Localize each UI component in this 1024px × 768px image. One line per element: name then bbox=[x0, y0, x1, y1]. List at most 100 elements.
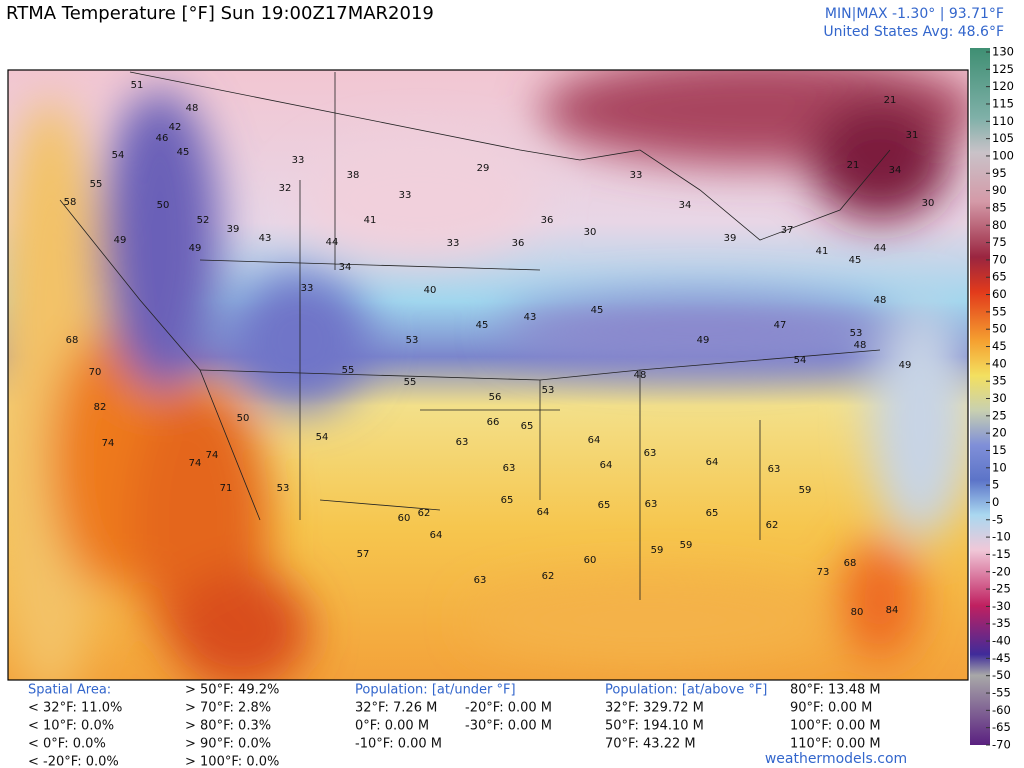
station-temp: 64 bbox=[537, 507, 550, 518]
stat-title: Spatial Area: bbox=[28, 683, 111, 698]
colorbar-label: 110 bbox=[992, 114, 1014, 128]
colorbar-label: 35 bbox=[992, 374, 1007, 388]
stat-line: < -20°F: 0.0% bbox=[28, 755, 119, 768]
station-temp: 33 bbox=[630, 170, 643, 181]
station-temp: 74 bbox=[206, 450, 219, 461]
station-temp: 65 bbox=[598, 500, 611, 511]
station-temp: 63 bbox=[503, 463, 516, 474]
station-temp: 49 bbox=[899, 360, 912, 371]
station-temp: 53 bbox=[850, 328, 863, 339]
station-temp: 55 bbox=[404, 377, 417, 388]
station-temp: 49 bbox=[697, 335, 710, 346]
station-temp: 39 bbox=[227, 224, 240, 235]
colorbar-label: -40 bbox=[992, 634, 1011, 648]
stat-title: Population: [at/above °F] bbox=[605, 683, 767, 698]
station-temp: 40 bbox=[424, 285, 437, 296]
station-temp: 47 bbox=[774, 320, 787, 331]
station-temp: 66 bbox=[487, 417, 500, 428]
stat-line: 0°F: 0.00 M bbox=[355, 719, 429, 734]
colorbar-label: 85 bbox=[992, 200, 1007, 214]
station-temp: 68 bbox=[844, 558, 857, 569]
colorbar-label: 65 bbox=[992, 270, 1007, 284]
station-temp: 37 bbox=[781, 225, 794, 236]
station-temp: 59 bbox=[680, 540, 693, 551]
station-temp: 34 bbox=[679, 200, 692, 211]
station-temp: 63 bbox=[456, 437, 469, 448]
station-temp: 73 bbox=[817, 567, 830, 578]
min-max: MIN|MAX -1.30° | 93.71°F bbox=[825, 6, 1004, 22]
colorbar-label: 80 bbox=[992, 218, 1007, 232]
station-temp: 48 bbox=[634, 370, 647, 381]
station-temp: 54 bbox=[316, 432, 329, 443]
map-frame bbox=[7, 69, 969, 681]
station-temp: 29 bbox=[477, 163, 490, 174]
station-temp: 55 bbox=[342, 365, 355, 376]
colorbar-label: -30 bbox=[992, 599, 1011, 613]
stat-line: 80°F: 13.48 M bbox=[790, 683, 881, 698]
station-temp: 53 bbox=[277, 483, 290, 494]
station-temp: 74 bbox=[189, 458, 202, 469]
station-temp: 44 bbox=[874, 243, 887, 254]
stats: Spatial Area: Population: [at/under °F] … bbox=[28, 683, 907, 768]
station-temp: 58 bbox=[64, 197, 77, 208]
colorbar bbox=[970, 48, 990, 745]
station-temp: 50 bbox=[157, 200, 170, 211]
station-temp: 70 bbox=[89, 367, 102, 378]
stat-line: 70°F: 43.22 M bbox=[605, 737, 696, 752]
colorbar-label: 5 bbox=[992, 478, 999, 492]
station-temp: 30 bbox=[922, 198, 935, 209]
station-temp: 51 bbox=[131, 80, 144, 91]
colorbar-label: 25 bbox=[992, 408, 1007, 422]
colorbar-label: 0 bbox=[992, 495, 999, 509]
station-temp: 62 bbox=[766, 520, 779, 531]
colorbar-label: 95 bbox=[992, 166, 1007, 180]
station-temp: 49 bbox=[189, 243, 202, 254]
station-temp: 64 bbox=[588, 435, 601, 446]
station-temp: 41 bbox=[364, 215, 377, 226]
colorbar-label: 50 bbox=[992, 322, 1007, 336]
station-temp: 49 bbox=[114, 235, 127, 246]
station-temp: 53 bbox=[542, 385, 555, 396]
station-temp: 65 bbox=[521, 421, 534, 432]
station-temp: 65 bbox=[501, 495, 514, 506]
station-temp: 64 bbox=[706, 457, 719, 468]
colorbar-label: 130 bbox=[992, 45, 1014, 59]
colorbar-label: 15 bbox=[992, 443, 1007, 457]
station-temp: 48 bbox=[854, 340, 867, 351]
colorbar-label: 75 bbox=[992, 235, 1007, 249]
stat-line: > 90°F: 0.0% bbox=[185, 737, 271, 752]
station-temp: 41 bbox=[816, 246, 829, 257]
station-temp: 33 bbox=[399, 190, 412, 201]
colorbar-label: 40 bbox=[992, 356, 1007, 370]
colorbar-label: 55 bbox=[992, 304, 1007, 318]
station-temp: 62 bbox=[418, 508, 431, 519]
stat-line: > 70°F: 2.8% bbox=[185, 701, 271, 716]
stat-line: 32°F: 7.26 M bbox=[355, 701, 437, 716]
station-temp: 30 bbox=[584, 227, 597, 238]
station-temp: 36 bbox=[541, 215, 554, 226]
colorbar-label: -25 bbox=[992, 582, 1011, 596]
colorbar-label: 70 bbox=[992, 252, 1007, 266]
stat-line: < 10°F: 0.0% bbox=[28, 719, 114, 734]
station-temp: 21 bbox=[847, 160, 860, 171]
station-temp: 64 bbox=[600, 460, 613, 471]
colorbar-label: 90 bbox=[992, 183, 1007, 197]
stat-line: 90°F: 0.00 M bbox=[790, 701, 872, 716]
colorbar-label: -20 bbox=[992, 564, 1011, 578]
stat-line: > 100°F: 0.0% bbox=[185, 755, 279, 768]
station-temp: 36 bbox=[512, 238, 525, 249]
station-temp: 33 bbox=[292, 155, 305, 166]
station-temp: 48 bbox=[874, 295, 887, 306]
station-temp: 21 bbox=[884, 95, 897, 106]
station-temp: 63 bbox=[768, 464, 781, 475]
station-temp: 71 bbox=[220, 483, 233, 494]
stat-line: > 80°F: 0.3% bbox=[185, 719, 271, 734]
station-temp: 63 bbox=[645, 499, 658, 510]
station-temp: 62 bbox=[542, 571, 555, 582]
stat-line: < 32°F: 11.0% bbox=[28, 701, 122, 716]
stat-line: 110°F: 0.00 M bbox=[790, 737, 881, 752]
colorbar-label: -35 bbox=[992, 616, 1011, 630]
station-temp: 45 bbox=[177, 147, 190, 158]
station-temp: 60 bbox=[584, 555, 597, 566]
